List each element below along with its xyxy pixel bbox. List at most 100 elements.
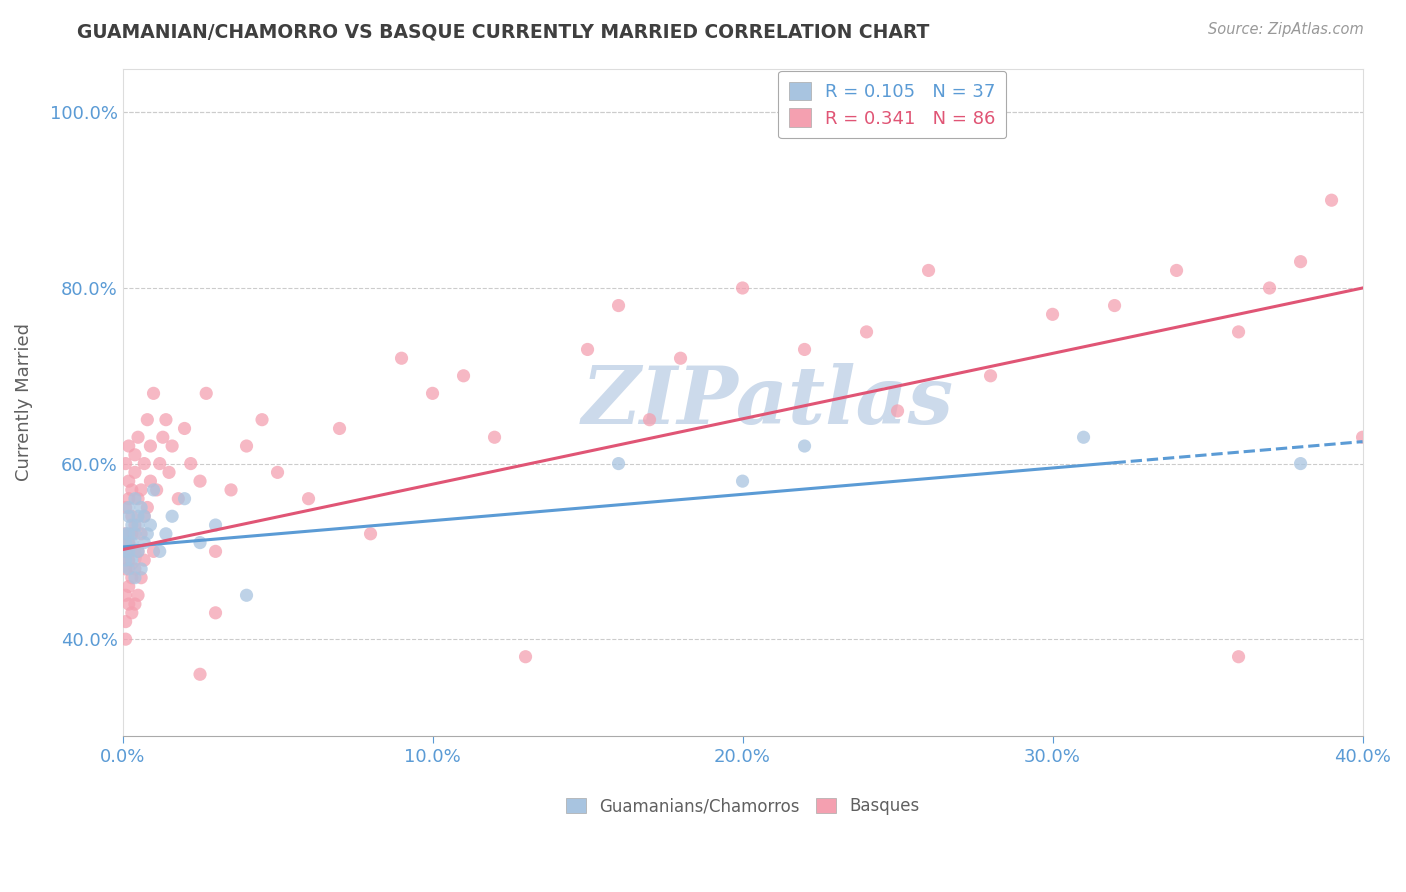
Point [793,439,815,453]
Point [127,518,149,533]
Point [118,597,141,611]
Point [139,474,162,488]
Point [124,448,146,462]
Point [118,562,141,576]
Point [173,421,195,435]
Point [114,526,136,541]
Point [250,412,273,426]
Point [1227,325,1250,339]
Point [127,509,149,524]
Point [188,474,211,488]
Point [114,500,136,515]
Point [157,466,180,480]
Point [576,343,599,357]
Point [142,544,165,558]
Point [139,518,162,533]
Point [129,526,152,541]
Point [855,325,877,339]
Point [136,500,159,515]
Point [422,386,444,401]
Y-axis label: Currently Married: Currently Married [15,323,32,481]
Text: Source: ZipAtlas.com: Source: ZipAtlas.com [1208,22,1364,37]
Point [121,518,143,533]
Point [1227,649,1250,664]
Text: GUAMANIAN/CHAMORRO VS BASQUE CURRENTLY MARRIED CORRELATION CHART: GUAMANIAN/CHAMORRO VS BASQUE CURRENTLY M… [77,22,929,41]
Point [219,483,242,497]
Point [114,549,136,563]
Point [607,457,630,471]
Point [793,343,815,357]
Point [114,588,136,602]
Point [297,491,319,506]
Point [134,509,156,524]
Text: ZIPatlas: ZIPatlas [581,363,953,441]
Point [121,553,143,567]
Point [160,509,183,524]
Point [136,412,159,426]
Point [1258,281,1281,295]
Point [127,588,149,602]
Point [136,526,159,541]
Point [118,500,141,515]
Point [121,535,143,549]
Point [118,544,141,558]
Point [124,466,146,480]
Legend: Guamanians/Chamorros, Basques: Guamanians/Chamorros, Basques [558,791,927,822]
Point [1166,263,1188,277]
Point [114,457,136,471]
Point [149,457,172,471]
Point [129,562,152,576]
Point [134,553,156,567]
Point [121,509,143,524]
Point [360,526,382,541]
Point [114,615,136,629]
Point [188,667,211,681]
Point [134,457,156,471]
Point [134,535,156,549]
Point [114,544,136,558]
Point [145,483,167,497]
Point [188,535,211,549]
Point [155,412,177,426]
Point [155,526,177,541]
Point [127,430,149,444]
Point [731,281,754,295]
Point [1104,299,1126,313]
Point [152,430,174,444]
Point [118,509,141,524]
Point [121,571,143,585]
Point [638,412,661,426]
Point [124,571,146,585]
Point [731,474,754,488]
Point [328,421,350,435]
Point [124,597,146,611]
Point [1289,457,1312,471]
Point [127,491,149,506]
Point [1042,307,1064,321]
Point [118,526,141,541]
Point [173,491,195,506]
Point [142,483,165,497]
Point [118,439,141,453]
Point [118,579,141,593]
Point [114,526,136,541]
Point [142,386,165,401]
Point [114,553,136,567]
Point [121,606,143,620]
Point [160,439,183,453]
Point [1289,254,1312,268]
Point [484,430,506,444]
Point [129,571,152,585]
Point [167,491,190,506]
Point [118,474,141,488]
Point [127,544,149,558]
Point [124,491,146,506]
Point [1320,193,1343,207]
Point [134,509,156,524]
Point [886,404,908,418]
Point [195,386,218,401]
Point [129,483,152,497]
Point [149,544,172,558]
Point [118,491,141,506]
Point [180,457,202,471]
